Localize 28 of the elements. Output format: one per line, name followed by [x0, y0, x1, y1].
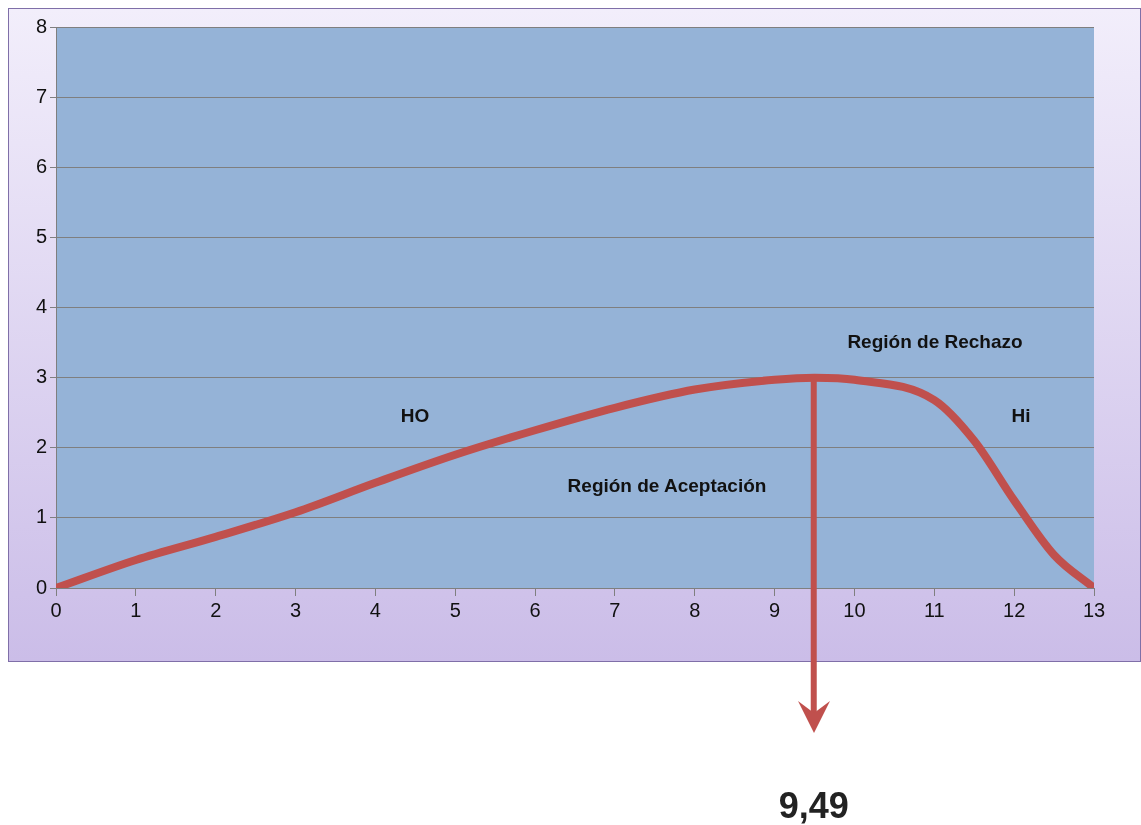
y-tick-label: 8: [35, 14, 47, 37]
x-tick-label: 3: [289, 598, 302, 621]
x-tick-label: 2: [210, 598, 222, 621]
y-tick-label: 3: [35, 365, 47, 388]
x-tick-label: 4: [369, 598, 381, 621]
x-tick-label: 8: [689, 598, 701, 621]
y-tick-label: 1: [35, 505, 47, 528]
y-tick-label: 6: [35, 154, 47, 177]
x-tick-label: 6: [529, 598, 541, 621]
x-tick-label: 12: [1003, 598, 1026, 621]
x-tick-label: 11: [923, 598, 945, 621]
x-tick-label: 10: [843, 598, 866, 621]
y-tick-label: 5: [35, 224, 47, 247]
y-tick-label: 7: [35, 84, 47, 107]
annotation: Región de Aceptación: [567, 475, 767, 497]
y-tick-label: 4: [35, 295, 47, 318]
annotation: HO: [400, 405, 430, 427]
x-tick-label: 1: [130, 598, 142, 621]
x-tick-label: 0: [50, 598, 62, 621]
annotation: Región de Rechazo: [847, 331, 1023, 353]
x-tick-label: 7: [609, 598, 621, 621]
annotation: Hi: [1011, 405, 1031, 427]
ref-line-label: 9,49: [778, 785, 849, 825]
x-tick-label: 9: [769, 598, 781, 621]
x-tick-label: 13: [1082, 598, 1106, 621]
y-tick-label: 0: [35, 575, 47, 598]
y-tick-label: 2: [35, 435, 47, 458]
x-tick-label: 5: [449, 598, 461, 621]
